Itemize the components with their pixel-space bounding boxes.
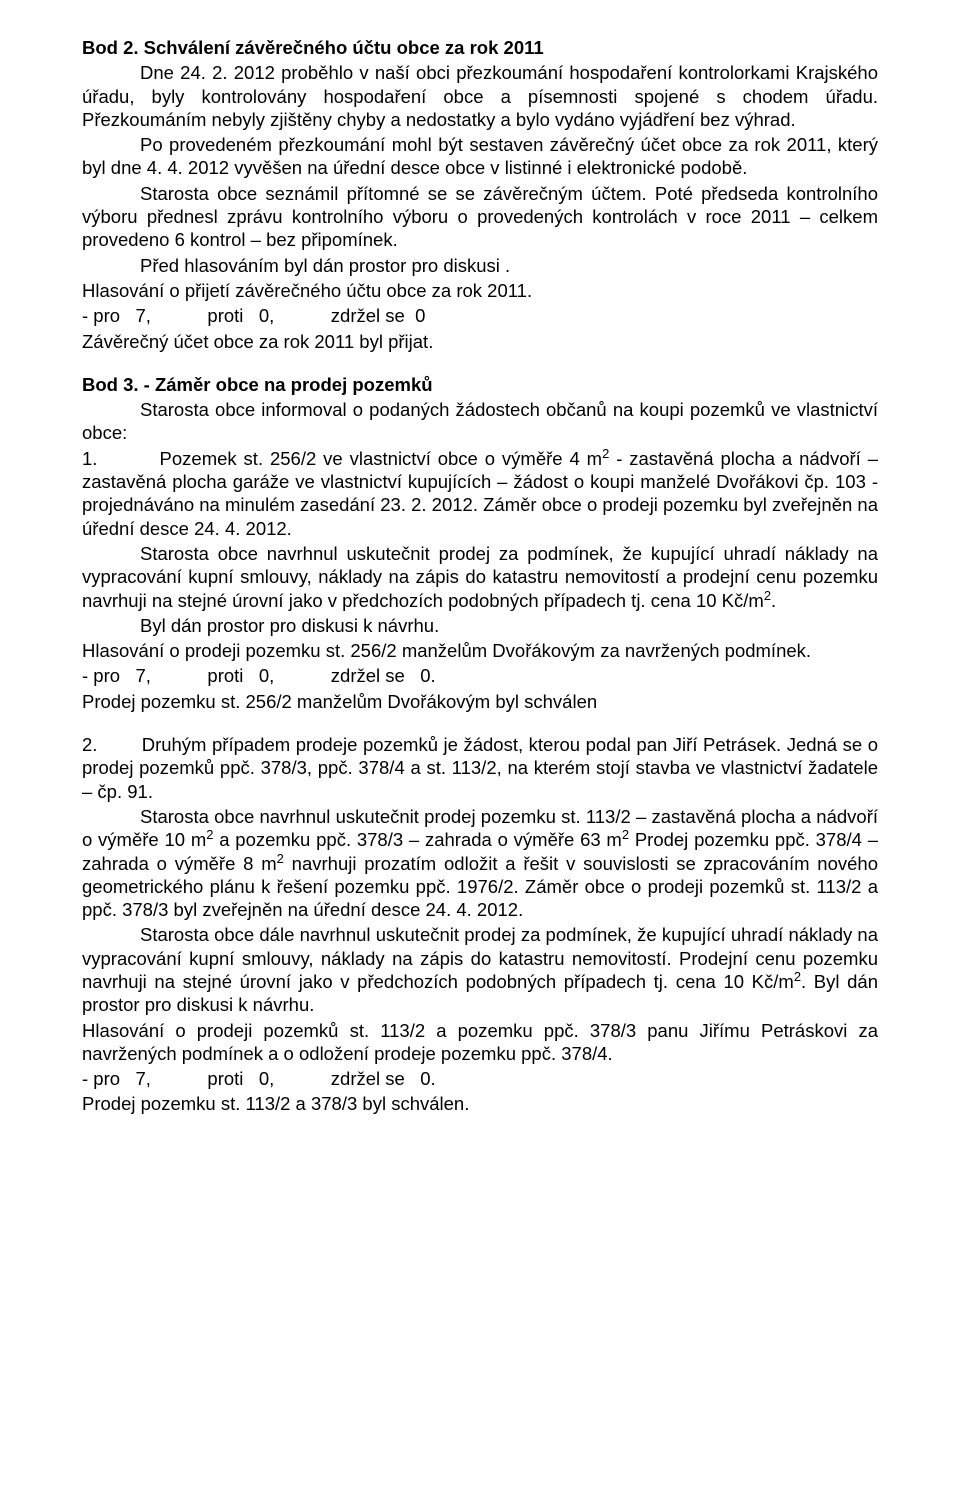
bod3-item2-b-2: a pozemku ppč. 378/3 – zahrada o výměře … bbox=[213, 829, 621, 850]
bod3-item2-c-pre: Starosta obce dále navrhnul uskutečnit p… bbox=[82, 924, 878, 992]
bod3-item1-vote: - pro 7, proti 0, zdržel se 0. bbox=[82, 664, 878, 687]
bod3-item2-result: Prodej pozemku st. 113/2 a 378/3 byl sch… bbox=[82, 1092, 878, 1115]
bod3-intro: Starosta obce informoval o podaných žádo… bbox=[82, 398, 878, 445]
bod2-hlas: Hlasování o přijetí závěrečného účtu obc… bbox=[82, 279, 878, 302]
section-gap bbox=[82, 355, 878, 373]
bod2-p3: Starosta obce seznámil přítomné se se zá… bbox=[82, 182, 878, 252]
bod3-item1-d: Hlasování o prodeji pozemku st. 256/2 ma… bbox=[82, 639, 878, 662]
bod3-item1-a-pre: 1. Pozemek st. 256/2 ve vlastnictví obce… bbox=[82, 448, 602, 469]
section-gap bbox=[82, 715, 878, 733]
bod2-result: Závěrečný účet obce za rok 2011 byl přij… bbox=[82, 330, 878, 353]
bod3-item1-a: 1. Pozemek st. 256/2 ve vlastnictví obce… bbox=[82, 447, 878, 540]
bod2-p1: Dne 24. 2. 2012 proběhlo v naší obci pře… bbox=[82, 61, 878, 131]
bod3-heading: Bod 3. - Záměr obce na prodej pozemků bbox=[82, 373, 878, 396]
bod3-item1-b-post: . bbox=[771, 590, 776, 611]
bod3-item2-vote: - pro 7, proti 0, zdržel se 0. bbox=[82, 1067, 878, 1090]
bod3-item2-d: Hlasování o prodeji pozemků st. 113/2 a … bbox=[82, 1019, 878, 1066]
bod3-item1-result: Prodej pozemku st. 256/2 manželům Dvořák… bbox=[82, 690, 878, 713]
bod2-vote: - pro 7, proti 0, zdržel se 0 bbox=[82, 304, 878, 327]
sup-2: 2 bbox=[622, 827, 629, 842]
bod3-item2-c: Starosta obce dále navrhnul uskutečnit p… bbox=[82, 923, 878, 1016]
bod3-item1-b: Starosta obce navrhnul uskutečnit prodej… bbox=[82, 542, 878, 612]
bod3-item2-b: Starosta obce navrhnul uskutečnit prodej… bbox=[82, 805, 878, 921]
bod2-p2: Po provedeném přezkoumání mohl být sesta… bbox=[82, 133, 878, 180]
sup-2: 2 bbox=[794, 969, 801, 984]
sup-2: 2 bbox=[764, 587, 771, 602]
bod3-item1-b-pre: Starosta obce navrhnul uskutečnit prodej… bbox=[82, 543, 878, 611]
bod3-item1-c: Byl dán prostor pro diskusi k návrhu. bbox=[82, 614, 878, 637]
document-page: Bod 2. Schválení závěrečného účtu obce z… bbox=[0, 0, 960, 1505]
sup-2: 2 bbox=[277, 850, 284, 865]
bod3-item2-a: 2. Druhým případem prodeje pozemků je žá… bbox=[82, 733, 878, 803]
bod2-p4: Před hlasováním byl dán prostor pro disk… bbox=[82, 254, 878, 277]
bod2-heading: Bod 2. Schválení závěrečného účtu obce z… bbox=[82, 36, 878, 59]
